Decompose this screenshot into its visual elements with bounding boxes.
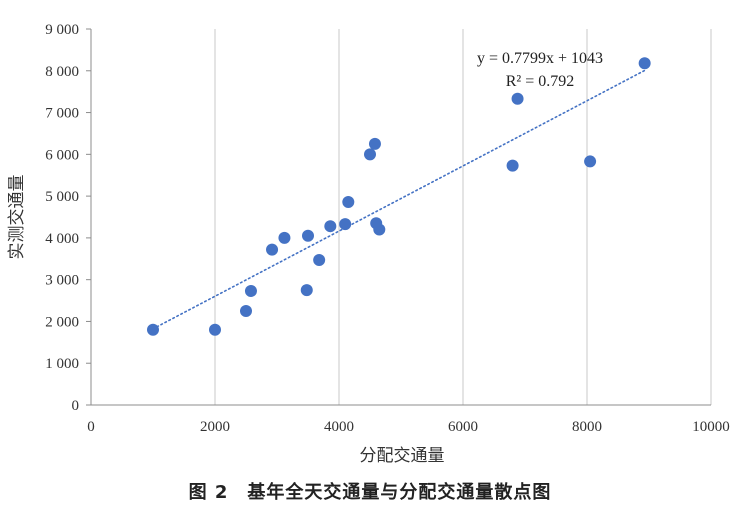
data-point [278,231,291,244]
data-point [342,195,355,208]
data-point [209,323,221,336]
trendline-layer [152,69,646,330]
data-point [373,223,386,236]
y-axis-title: 实测交通量 [7,175,26,260]
trendline [152,69,646,330]
y-tick-label: 5 000 [45,189,79,205]
data-point [324,220,337,233]
data-point [266,243,279,256]
data-point [638,57,651,70]
data-point-layer [147,57,651,336]
figure-caption: 图 2 基年全天交通量与分配交通量散点图 [188,482,552,503]
x-axis-title: 分配交通量 [360,446,445,465]
tick-label-layer: 0 1 000 2 000 3 000 4 000 5 000 6 000 7 000 8 00… [45,22,730,435]
data-point [368,137,381,150]
y-tick-label: 3 000 [45,273,79,289]
data-point [244,284,257,297]
data-point [511,92,524,105]
y-tick-label: 1 000 [45,356,79,372]
data-point [302,229,314,242]
y-tick-label: 2 000 [45,314,79,330]
data-point [339,218,352,231]
x-tick-label: 2000 [200,419,230,435]
y-tick-label: 4 000 [45,231,79,247]
axis-layer [86,28,711,406]
y-tick-label: 8 000 [45,64,79,80]
data-point [506,159,519,172]
data-point [300,284,313,297]
trendline-r-squared: R² = 0.792 [506,73,575,90]
y-tick-label: 9 000 [45,22,79,38]
y-tick-label: 7 000 [45,106,79,122]
data-point [364,148,376,161]
data-point [147,323,159,336]
y-tick-label: 0 [72,398,80,414]
x-tick-label: 8000 [572,419,602,435]
grid-layer [214,29,712,405]
data-point [584,155,597,168]
x-tick-label: 0 [87,419,95,435]
x-tick-label: 10000 [692,419,730,435]
trendline-equation: y = 0.7799x + 1043 [477,50,603,67]
data-point [313,254,326,267]
y-tick-label: 6 000 [45,147,79,163]
x-tick-label: 4000 [324,419,354,435]
x-tick-label: 6000 [448,419,478,435]
data-point [240,305,252,317]
